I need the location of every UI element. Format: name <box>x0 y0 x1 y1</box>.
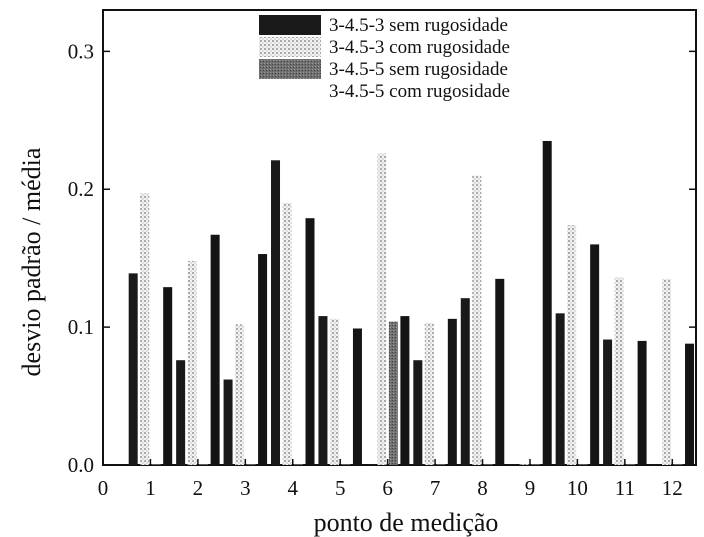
bar <box>590 244 600 465</box>
bar <box>187 260 197 465</box>
bar <box>246 464 256 465</box>
bar <box>210 234 220 465</box>
bar <box>282 203 292 465</box>
plot-frame <box>102 9 697 466</box>
bar <box>603 339 613 465</box>
bar <box>614 277 624 465</box>
bar <box>567 225 577 465</box>
bar <box>424 322 434 465</box>
bar <box>495 278 505 465</box>
bar <box>294 464 304 465</box>
y-tick-label: 0.2 <box>68 177 94 201</box>
bar <box>637 340 647 465</box>
bar <box>673 464 683 465</box>
y-tick-label: 0.0 <box>68 453 94 477</box>
bar <box>258 254 268 465</box>
bar <box>377 153 387 466</box>
bar <box>223 379 233 465</box>
x-tick-label: 10 <box>567 476 588 500</box>
legend-label: 3-4.5-5 sem rugosidade <box>329 59 508 80</box>
bar <box>447 318 457 465</box>
bar <box>365 464 375 465</box>
x-tick-label: 11 <box>615 476 635 500</box>
x-tick-label: 1 <box>145 476 156 500</box>
x-tick-label: 7 <box>430 476 441 500</box>
x-tick-label: 4 <box>288 476 299 500</box>
y-axis-label: desvio padrão / média <box>17 147 46 376</box>
legend-swatch <box>259 37 321 57</box>
bar <box>413 360 423 465</box>
bar <box>388 321 398 465</box>
y-axis-ticks: 0.0 0.1 0.2 0.3 <box>68 39 696 477</box>
bar <box>163 287 173 465</box>
bar <box>400 316 410 465</box>
bar <box>483 464 493 465</box>
bar <box>662 278 672 465</box>
bar <box>542 140 552 465</box>
bar <box>472 175 482 466</box>
bar <box>626 464 636 465</box>
bar <box>128 273 138 465</box>
bar <box>519 464 529 465</box>
bar <box>436 464 446 465</box>
bar <box>140 193 150 465</box>
x-tick-label: 0 <box>98 476 109 500</box>
legend-label: 3-4.5-3 com rugosidade <box>329 37 510 58</box>
x-tick-label: 12 <box>662 476 683 500</box>
x-tick-label: 3 <box>240 476 251 500</box>
bar <box>650 464 660 465</box>
bar <box>271 160 281 465</box>
bar <box>235 324 245 465</box>
x-tick-label: 8 <box>477 476 488 500</box>
x-tick-label: 5 <box>335 476 346 500</box>
x-tick-label: 2 <box>193 476 204 500</box>
bar <box>176 360 186 465</box>
bar <box>199 464 209 465</box>
bar <box>151 464 161 465</box>
legend-swatch <box>259 15 321 35</box>
bar <box>318 316 328 465</box>
bar <box>555 313 565 465</box>
legend-swatch <box>259 59 321 79</box>
bar <box>508 464 518 465</box>
bars <box>128 140 695 466</box>
x-tick-label: 9 <box>525 476 536 500</box>
y-tick-label: 0.3 <box>68 39 94 63</box>
bar <box>352 328 362 465</box>
x-axis-ticks: 0 1 2 3 4 5 6 7 8 9 10 11 12 <box>98 459 683 500</box>
bar <box>460 298 470 465</box>
legend-label: 3-4.5-3 sem rugosidade <box>329 15 508 36</box>
x-tick-label: 6 <box>382 476 393 500</box>
bar <box>578 464 588 465</box>
bar <box>341 464 351 465</box>
bar <box>685 343 695 465</box>
bar <box>329 318 339 465</box>
x-axis-label: ponto de medição <box>314 508 499 537</box>
y-tick-label: 0.1 <box>68 315 94 339</box>
bar <box>531 464 541 465</box>
legend-label: 3-4.5-5 com rugosidade <box>329 81 510 102</box>
bar <box>305 218 315 465</box>
